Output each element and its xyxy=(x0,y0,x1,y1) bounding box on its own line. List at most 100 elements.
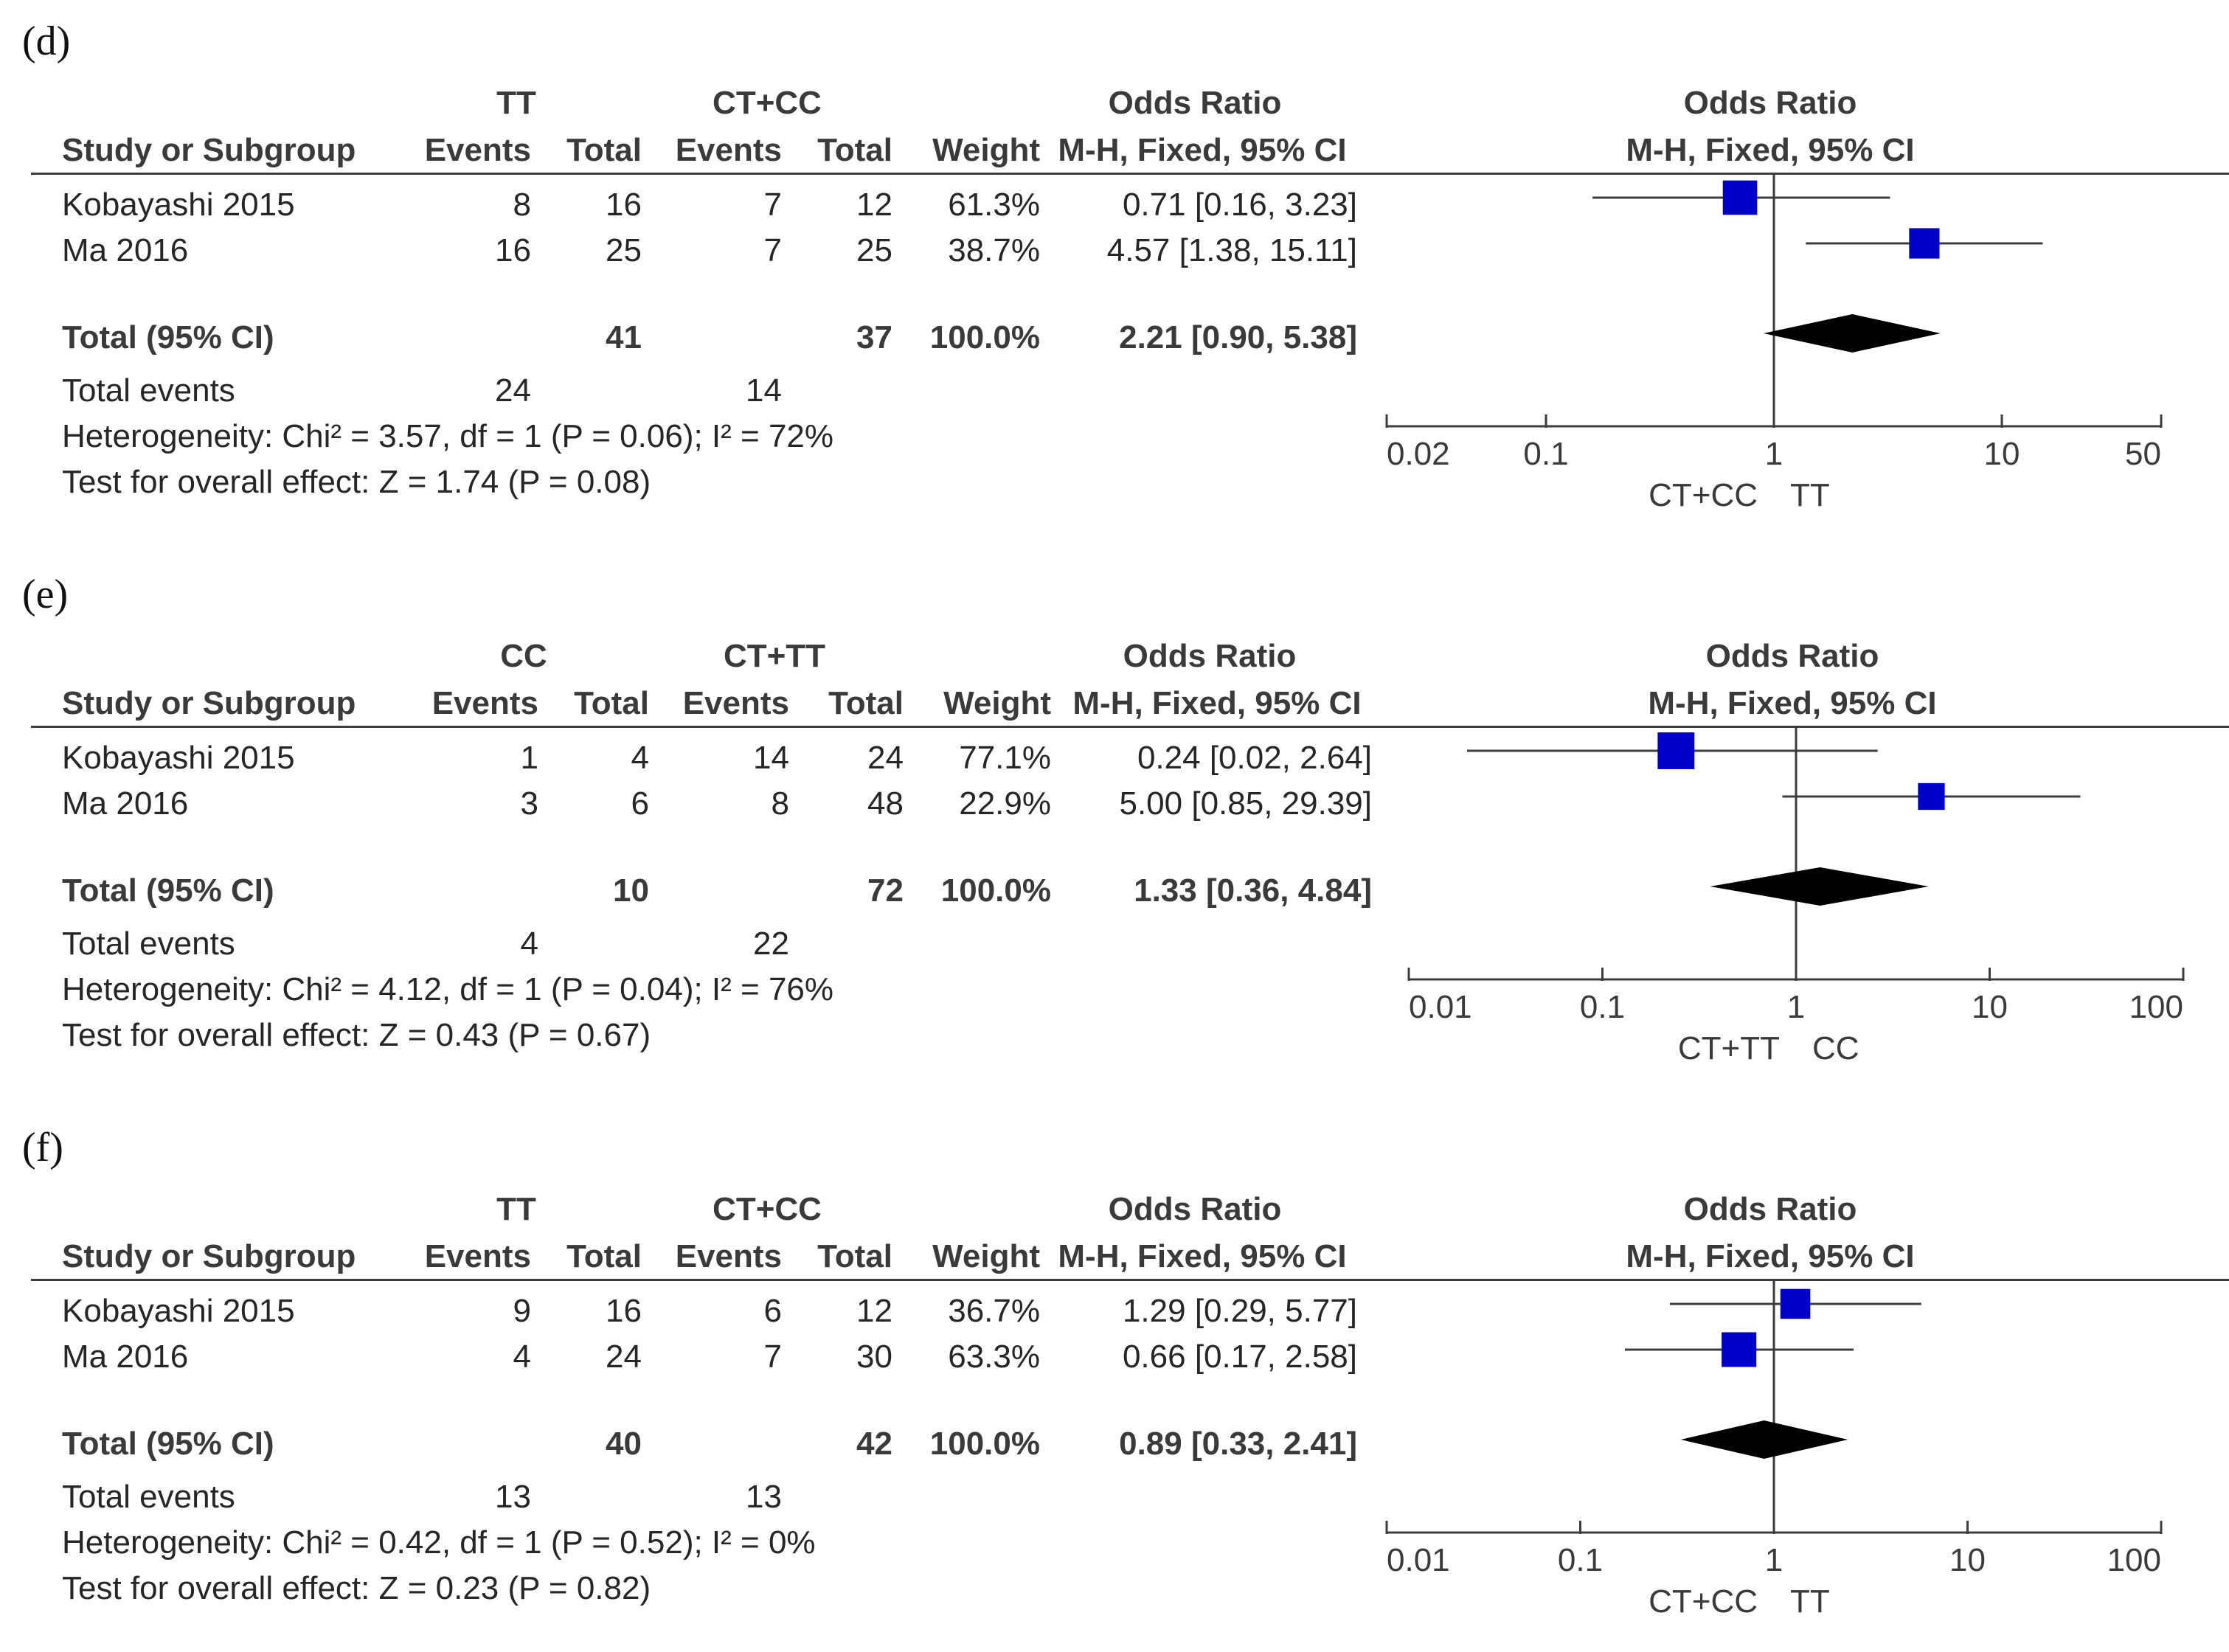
total2-sum: 72 xyxy=(867,872,904,909)
axis-tick-label: 100 xyxy=(2107,1542,2161,1578)
or-method-header: M-H, Fixed, 95% CI xyxy=(1072,685,1362,721)
header-rule xyxy=(31,1279,2229,1281)
overall-effect-text: Test for overall effect: Z = 1.74 (P = 0… xyxy=(62,464,651,500)
axis-tick-label: 0.01 xyxy=(1387,1542,1450,1578)
total1-value: 4 xyxy=(631,740,649,776)
forest-plot: 0.01 0.1 1 10 100 CT+TT CC xyxy=(1407,727,2185,1066)
events1-header: Events xyxy=(431,685,538,721)
study-effect-square xyxy=(1657,732,1695,769)
forest-panel-f: (f) TT CT+CC Odds Ratio Odds Ratio Study… xyxy=(0,1106,2229,1652)
or-ci-value: 5.00 [0.85, 29.39] xyxy=(1119,785,1372,822)
favours-left-label: CT+CC xyxy=(1649,1583,1758,1620)
total1-header: Total xyxy=(566,1238,642,1274)
study-effect-square xyxy=(1909,228,1940,259)
study-name: Kobayashi 2015 xyxy=(62,740,295,776)
events2-value: 14 xyxy=(753,740,789,776)
events2-value: 8 xyxy=(771,785,789,822)
study-effect-square xyxy=(1722,1332,1757,1367)
total1-value: 6 xyxy=(631,785,649,822)
total1-sum: 10 xyxy=(613,872,649,909)
study-effect-square xyxy=(1918,782,1945,811)
events2-header: Events xyxy=(675,1238,782,1274)
favours-right-label: TT xyxy=(1790,1583,1830,1620)
events1-value: 4 xyxy=(513,1339,531,1375)
total-events-label: Total events xyxy=(62,372,235,409)
events1-header: Events xyxy=(424,1238,531,1274)
axis-tick-label: 10 xyxy=(1972,989,2008,1025)
plot-header-title: Odds Ratio xyxy=(1683,1191,1857,1227)
or-ci-value: 1.29 [0.29, 5.77] xyxy=(1122,1293,1357,1329)
total2-value: 12 xyxy=(856,1293,892,1329)
study-name: Kobayashi 2015 xyxy=(62,1293,295,1329)
total-events-label: Total events xyxy=(62,926,235,962)
total2-value: 30 xyxy=(856,1339,892,1375)
plot-method-header: M-H, Fixed, 95% CI xyxy=(1626,1238,1915,1274)
axis-tick-label: 1 xyxy=(1765,436,1783,472)
total-events2: 14 xyxy=(746,372,782,409)
total-weight: 100.0% xyxy=(940,872,1051,909)
study-name: Ma 2016 xyxy=(62,232,189,268)
events2-value: 6 xyxy=(763,1293,782,1329)
weight-value: 77.1% xyxy=(959,740,1051,776)
total2-sum: 42 xyxy=(856,1426,892,1462)
group2-header: CT+TT xyxy=(723,638,826,674)
pooled-effect-diamond xyxy=(1680,1420,1848,1459)
total-or-ci: 2.21 [0.90, 5.38] xyxy=(1119,319,1357,355)
total-label: Total (95% CI) xyxy=(62,872,274,909)
header-rule xyxy=(31,173,2229,175)
weight-value: 36.7% xyxy=(948,1293,1040,1329)
events2-value: 7 xyxy=(763,1339,782,1375)
plot-method-header: M-H, Fixed, 95% CI xyxy=(1648,685,1937,721)
weight-header: Weight xyxy=(932,132,1040,168)
weight-value: 22.9% xyxy=(959,785,1051,822)
events2-header: Events xyxy=(682,685,789,721)
pooled-effect-diamond xyxy=(1710,867,1929,906)
group2-header: CT+CC xyxy=(713,85,822,121)
total2-value: 12 xyxy=(856,187,892,223)
total2-value: 24 xyxy=(867,740,904,776)
weight-value: 63.3% xyxy=(948,1339,1040,1375)
total-events-label: Total events xyxy=(62,1479,235,1515)
overall-effect-text: Test for overall effect: Z = 0.43 (P = 0… xyxy=(62,1017,651,1053)
study-column-header: Study or Subgroup xyxy=(62,1238,356,1274)
events1-value: 1 xyxy=(520,740,538,776)
total-or-ci: 1.33 [0.36, 4.84] xyxy=(1134,872,1372,909)
forest-plot: 0.02 0.1 1 10 50 CT+CC TT xyxy=(1385,174,2163,513)
total-events2: 13 xyxy=(746,1479,782,1515)
total2-header: Total xyxy=(828,685,904,721)
total-weight: 100.0% xyxy=(929,1426,1040,1462)
axis-tick-label: 0.1 xyxy=(1558,1542,1603,1578)
axis-tick-label: 0.02 xyxy=(1387,436,1450,472)
plot-header-title: Odds Ratio xyxy=(1683,85,1857,121)
panel-label: (f) xyxy=(22,1125,63,1170)
forest-panel-d: (d) TT CT+CC Odds Ratio Odds Ratio Study… xyxy=(0,0,2229,546)
total-events2: 22 xyxy=(753,926,789,962)
favours-right-label: CC xyxy=(1812,1030,1859,1066)
axis-tick-label: 100 xyxy=(2129,989,2183,1025)
plot-method-header: M-H, Fixed, 95% CI xyxy=(1626,132,1915,168)
favours-right-label: TT xyxy=(1790,477,1830,513)
study-effect-square xyxy=(1780,1288,1811,1319)
study-column-header: Study or Subgroup xyxy=(62,685,356,721)
weight-header: Weight xyxy=(943,685,1051,721)
total-label: Total (95% CI) xyxy=(62,319,274,355)
axis-tick-label: 0.1 xyxy=(1523,436,1568,472)
total2-value: 25 xyxy=(856,232,892,268)
study-name: Ma 2016 xyxy=(62,1339,189,1375)
group1-header: TT xyxy=(496,1191,536,1227)
events2-value: 7 xyxy=(763,187,782,223)
events1-value: 9 xyxy=(513,1293,531,1329)
axis-tick-label: 0.01 xyxy=(1409,989,1472,1025)
overall-effect-text: Test for overall effect: Z = 0.23 (P = 0… xyxy=(62,1570,651,1606)
total-or-ci: 0.89 [0.33, 2.41] xyxy=(1119,1426,1357,1462)
favours-left-label: CT+CC xyxy=(1649,477,1758,513)
or-ci-value: 0.24 [0.02, 2.64] xyxy=(1137,740,1372,776)
total1-sum: 41 xyxy=(606,319,642,355)
forest-panel-e: (e) CC CT+TT Odds Ratio Odds Ratio Study… xyxy=(0,553,2229,1099)
or-header-title: Odds Ratio xyxy=(1108,1191,1282,1227)
total-weight: 100.0% xyxy=(929,319,1040,355)
panel-label: (d) xyxy=(22,18,71,64)
heterogeneity-text: Heterogeneity: Chi² = 3.57, df = 1 (P = … xyxy=(62,418,834,454)
study-column-header: Study or Subgroup xyxy=(62,132,356,168)
total-label: Total (95% CI) xyxy=(62,1426,274,1462)
